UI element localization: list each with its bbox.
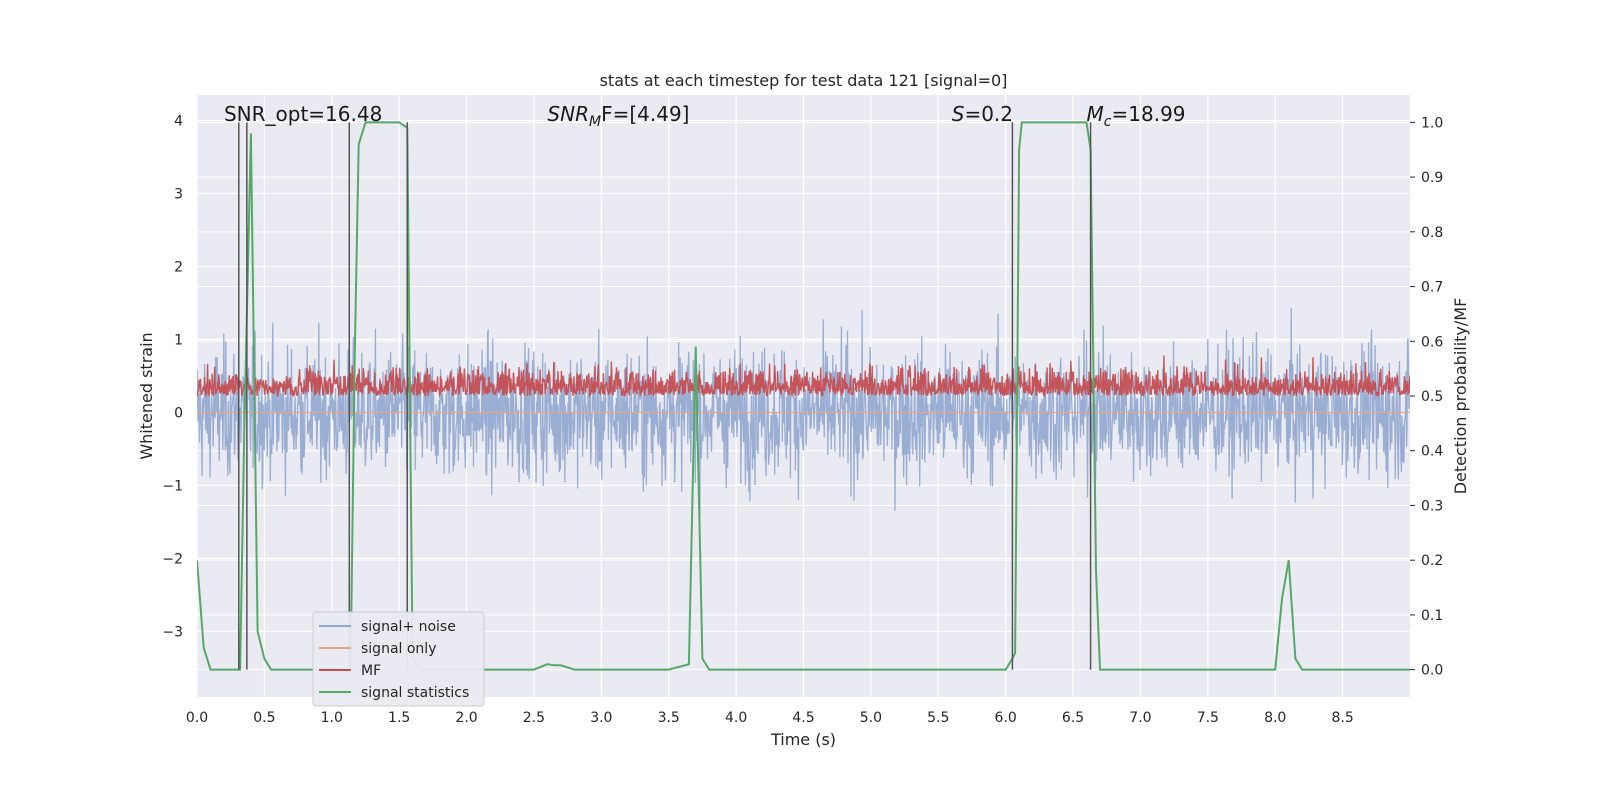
x-tick-label: 8.5 bbox=[1331, 710, 1353, 726]
y2-tick-label: 0.6 bbox=[1421, 334, 1443, 350]
x-tick-label: 1.0 bbox=[321, 710, 343, 726]
y2-tick-label: 0.9 bbox=[1421, 170, 1443, 186]
y2-tick-label: 0.1 bbox=[1421, 608, 1443, 624]
y-tick-label: 2 bbox=[174, 259, 183, 275]
legend-entry: signal only bbox=[361, 641, 436, 657]
y-tick-label: 4 bbox=[174, 114, 183, 130]
y-tick-label: 1 bbox=[174, 332, 183, 348]
y-tick-label: 0 bbox=[174, 405, 183, 421]
y2-tick-label: 0.4 bbox=[1421, 444, 1443, 460]
y2-tick-label: 0.8 bbox=[1421, 225, 1443, 241]
y2-tick-label: 0.7 bbox=[1421, 280, 1443, 296]
x-axis-label: Time (s) bbox=[770, 730, 836, 749]
x-tick-label: 7.5 bbox=[1197, 710, 1219, 726]
legend-entry: signal+ noise bbox=[361, 619, 456, 635]
y2-tick-label: 1.0 bbox=[1421, 115, 1443, 131]
legend-box bbox=[312, 611, 485, 707]
x-tick-label: 0.0 bbox=[186, 710, 208, 726]
annotations: SNR_opt=16.48 SNRMF=[4.49] S=0.2 Mc=18.99 bbox=[224, 102, 1186, 130]
x-tick-label: 3.0 bbox=[590, 710, 612, 726]
annotation: SNRMF=[4.49] bbox=[547, 102, 689, 130]
y2-tick-label: 0.3 bbox=[1421, 498, 1443, 514]
x-tick-label: 8.0 bbox=[1264, 710, 1286, 726]
y-tick-label: −1 bbox=[162, 478, 183, 494]
annotation: SNR_opt=16.48 bbox=[224, 102, 382, 126]
x-tick-label: 6.0 bbox=[995, 710, 1017, 726]
series-signal-statistics bbox=[197, 121, 1410, 671]
annotation: S=0.2 bbox=[952, 102, 1013, 126]
y2-tick-label: 0.0 bbox=[1421, 663, 1443, 679]
x-tick-label: 6.5 bbox=[1062, 710, 1084, 726]
annotation: Mc=18.99 bbox=[1087, 102, 1186, 130]
y-tick-label: −3 bbox=[162, 624, 183, 640]
x-tick-label: 3.5 bbox=[658, 710, 680, 726]
x-tick-label: 2.5 bbox=[523, 710, 545, 726]
axes: 0.0 0.5 1.0 1.5 2.0 2.5 3.0 3.5 4.0 4.5 5.0 5.5 6.0 6… bbox=[162, 114, 1443, 726]
x-tick-label: 1.5 bbox=[388, 710, 410, 726]
series-layer bbox=[197, 121, 1410, 671]
x-tick-label: 0.5 bbox=[253, 710, 275, 726]
x-tick-label: 5.5 bbox=[927, 710, 949, 726]
legend-entry: signal statistics bbox=[361, 685, 469, 701]
y2-tick-label: 0.5 bbox=[1421, 389, 1443, 405]
y2-tick-label: 0.2 bbox=[1421, 553, 1443, 569]
x-tick-label: 4.0 bbox=[725, 710, 747, 726]
y2-axis-label: Detection probability/MF bbox=[1451, 298, 1470, 495]
x-tick-label: 2.0 bbox=[455, 710, 477, 726]
chart-title: stats at each timestep for test data 121… bbox=[600, 71, 1008, 90]
series-signal-noise bbox=[197, 307, 1410, 516]
x-tick-label: 5.0 bbox=[860, 710, 882, 726]
legend-entry: MF bbox=[361, 663, 381, 679]
series-mf bbox=[197, 355, 1410, 398]
x-tick-label: 7.0 bbox=[1129, 710, 1151, 726]
y-axis-label: Whitened strain bbox=[137, 332, 156, 459]
legend: signal+ noise signal only MF signal statist… bbox=[312, 611, 485, 707]
x-tick-label: 4.5 bbox=[792, 710, 814, 726]
y-tick-label: 3 bbox=[174, 187, 183, 203]
y-tick-label: −2 bbox=[162, 551, 183, 567]
